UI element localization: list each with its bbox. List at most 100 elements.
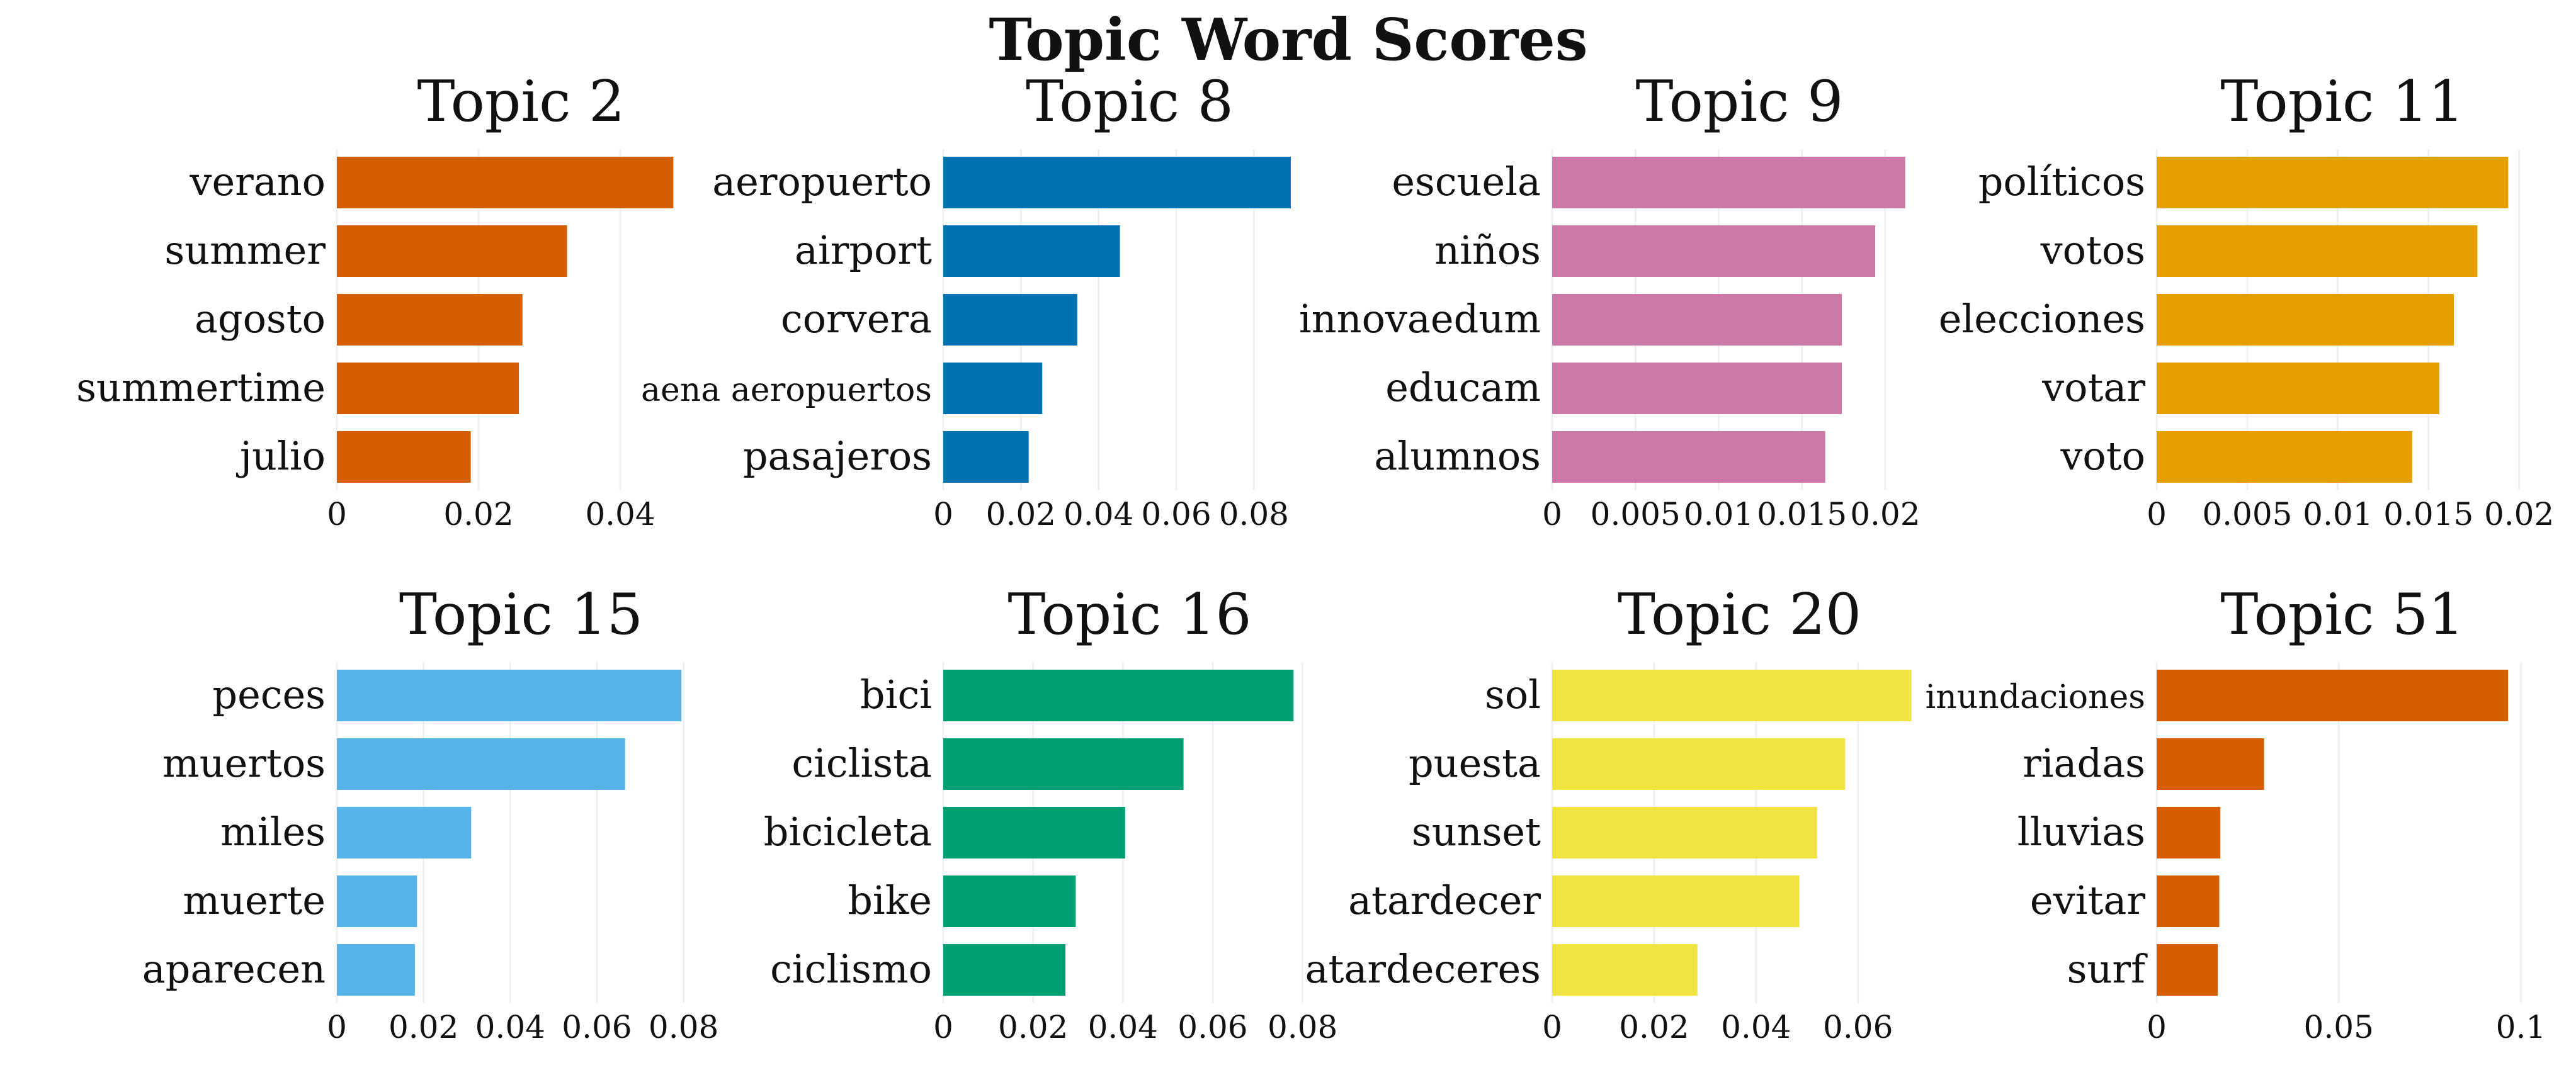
- panel-title: Topic 51: [2220, 582, 2464, 648]
- category-label: muerte: [183, 877, 326, 923]
- category-label: aparecen: [142, 946, 326, 992]
- category-label: riadas: [2023, 740, 2145, 786]
- topic-panel: Topic 2 0 0.02 0.04 verano summer agosto summer…: [76, 69, 674, 532]
- panel-title: Topic 2: [417, 69, 625, 135]
- bar: [2157, 875, 2220, 927]
- category-label: atardecer: [1348, 877, 1541, 923]
- category-label: niños: [1434, 227, 1541, 273]
- x-tick-label: 0.04: [1721, 1009, 1791, 1045]
- bar: [1552, 875, 1800, 927]
- bar: [337, 807, 472, 858]
- x-tick-label: 0.05: [2304, 1009, 2374, 1045]
- panel-title: Topic 11: [2220, 69, 2464, 135]
- panels: Topic 20 0.02 0.04veranosummeragostosummer…: [76, 69, 2554, 1045]
- bar: [337, 944, 415, 996]
- category-label: bike: [848, 877, 932, 923]
- x-tick-label: 0.1: [2496, 1009, 2546, 1045]
- bar: [1552, 363, 1842, 414]
- x-tick-label: 0.015: [1757, 496, 1847, 532]
- topic-panel: Topic 20 0 0.02 0.04 0.06 sol puesta sunset atar…: [1305, 582, 1912, 1045]
- bar: [337, 738, 625, 790]
- bar: [1552, 294, 1842, 346]
- bar: [943, 875, 1076, 927]
- bar: [337, 157, 674, 208]
- x-tick-label: 0: [1542, 1009, 1562, 1045]
- category-label: verano: [189, 159, 326, 205]
- panel-title: Topic 20: [1618, 582, 1861, 648]
- x-tick-label: 0.06: [562, 1009, 632, 1045]
- topic-panel: Topic 16 0 0.02 0.04 0.06 0.08 bici ciclista bic…: [764, 582, 1337, 1045]
- x-tick-label: 0.02: [1850, 496, 1920, 532]
- x-tick-label: 0.08: [649, 1009, 718, 1045]
- x-tick-label: 0: [2147, 1009, 2167, 1045]
- x-tick-label: 0: [1542, 496, 1562, 532]
- x-tick-label: 0.02: [986, 496, 1056, 532]
- category-label: corvera: [781, 296, 932, 342]
- bar: [943, 431, 1029, 483]
- x-tick-label: 0.08: [1268, 1009, 1337, 1045]
- bar: [1552, 807, 1817, 858]
- topic-panel: Topic 15 0 0.02 0.04 0.06 0.08 peces muertos mil…: [142, 582, 719, 1045]
- panel-title: Topic 16: [1007, 582, 1251, 648]
- category-label: airport: [795, 227, 932, 273]
- category-label: aena aeropuertos: [641, 371, 932, 409]
- bar: [1552, 670, 1912, 721]
- x-tick-label: 0.015: [2383, 496, 2473, 532]
- category-label: julio: [236, 433, 326, 479]
- x-tick-label: 0.06: [1823, 1009, 1893, 1045]
- x-tick-label: 0.06: [1177, 1009, 1247, 1045]
- x-tick-label: 0.02: [1619, 1009, 1689, 1045]
- category-label: peces: [212, 672, 326, 718]
- x-tick-label: 0.005: [1591, 496, 1681, 532]
- category-label: votos: [2040, 227, 2145, 273]
- x-tick-label: 0: [327, 1009, 347, 1045]
- category-label: summertime: [76, 364, 326, 410]
- bar: [943, 225, 1120, 277]
- bar: [1552, 738, 1846, 790]
- bar: [1552, 157, 1905, 208]
- panel-title: Topic 9: [1636, 69, 1844, 135]
- category-label: lluvias: [2017, 809, 2145, 855]
- category-label: ciclista: [792, 740, 932, 786]
- bar: [943, 157, 1291, 208]
- bar: [2157, 431, 2412, 483]
- x-tick-label: 0.01: [1684, 496, 1754, 532]
- x-tick-label: 0.02: [443, 496, 513, 532]
- category-label: escuela: [1392, 159, 1541, 205]
- topic-panel: Topic 9 0 0.005 0.01 0.015 0.02 escuela niños in…: [1299, 69, 1921, 532]
- bar: [1552, 431, 1825, 483]
- x-tick-label: 0.02: [389, 1009, 458, 1045]
- category-label: sol: [1485, 672, 1541, 718]
- category-label: políticos: [1978, 159, 2145, 205]
- category-label: innovaedum: [1299, 296, 1541, 342]
- bar: [2157, 807, 2221, 858]
- category-label: bici: [860, 672, 932, 718]
- panel-title: Topic 8: [1026, 69, 1234, 135]
- category-label: surf: [2067, 946, 2148, 992]
- category-label: alumnos: [1374, 433, 1541, 479]
- bar: [2157, 294, 2454, 346]
- figure-title: Topic Word Scores: [989, 6, 1587, 74]
- x-tick-label: 0: [2147, 496, 2167, 532]
- category-label: evitar: [2030, 877, 2145, 923]
- bar: [943, 294, 1077, 346]
- bar: [337, 294, 523, 346]
- x-tick-label: 0.005: [2202, 496, 2292, 532]
- x-tick-label: 0.04: [1064, 496, 1133, 532]
- bar: [337, 875, 417, 927]
- category-label: voto: [2060, 433, 2145, 479]
- bar: [337, 431, 471, 483]
- bar: [337, 225, 567, 277]
- bar: [2157, 944, 2218, 996]
- bar: [2157, 225, 2478, 277]
- category-label: educam: [1385, 364, 1541, 410]
- x-tick-label: 0.04: [1088, 1009, 1158, 1045]
- topic-panel: Topic 8 0 0.02 0.04 0.06 0.08 aeropuerto airpor…: [641, 69, 1291, 532]
- x-tick-label: 0: [933, 1009, 953, 1045]
- bar: [943, 807, 1125, 858]
- category-label: ciclismo: [770, 946, 932, 992]
- x-tick-label: 0.04: [585, 496, 655, 532]
- topic-panel: Topic 51 0 0.05 0.1 inundaciones riadas lluvia…: [1926, 582, 2546, 1045]
- category-label: summer: [164, 227, 326, 273]
- bar: [2157, 670, 2509, 721]
